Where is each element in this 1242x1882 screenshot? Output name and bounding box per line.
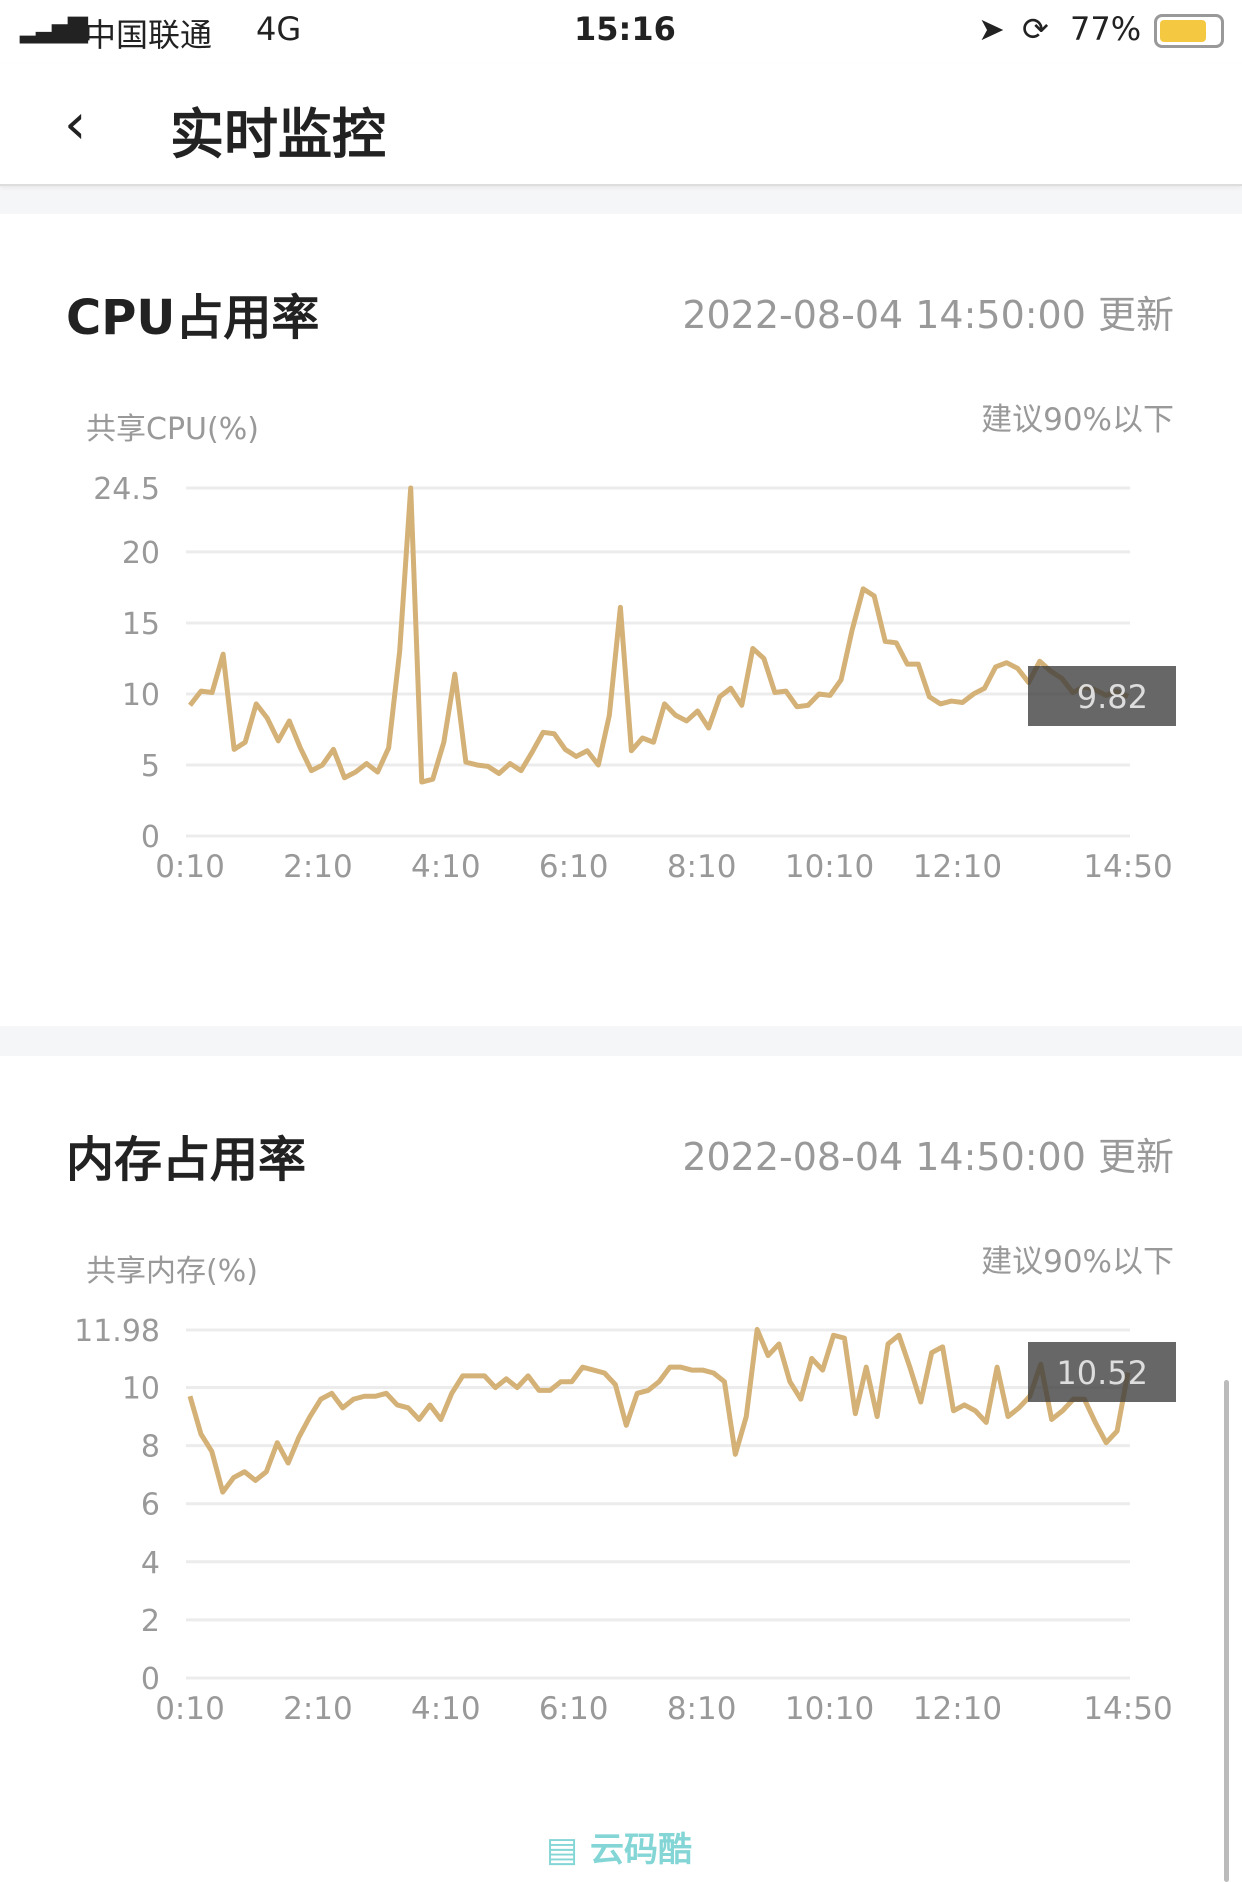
series-line: [187, 1326, 1131, 1495]
tooltip-box: [1028, 1342, 1176, 1402]
x-tick-label: 10:10: [785, 849, 874, 885]
card-title: CPU占用率: [66, 290, 320, 346]
x-tick-label: 12:10: [913, 1691, 1002, 1727]
x-tick-label: 4:10: [411, 849, 481, 885]
x-tick-label: 14:50: [1083, 849, 1172, 885]
scrollbar[interactable]: [1224, 1380, 1229, 1882]
series-line: [188, 485, 1130, 785]
y-tick-label: 15: [122, 607, 160, 642]
x-tick-label: 2:10: [283, 849, 353, 885]
threshold-hint: 建议90%以下: [981, 402, 1174, 438]
status-bar: ▂▃▅▇ 中国联通 4G 15:16 ➤ ⟳ 77%: [0, 0, 1242, 64]
y-tick-label: 8: [141, 1430, 160, 1465]
y-tick-label: 4: [141, 1546, 160, 1581]
y-tick-label: 0: [141, 1662, 160, 1697]
rotation-lock-icon: ⟳: [1022, 10, 1049, 48]
update-time: 2022-08-04 14:50:00 更新: [682, 293, 1174, 337]
page-title: 实时监控: [170, 103, 386, 166]
x-tick-label: 8:10: [667, 1691, 737, 1727]
tooltip-value: 9.82: [1077, 678, 1148, 716]
chevron-left-icon: ‹: [64, 92, 87, 157]
x-tick-label: 0:10: [155, 1691, 225, 1727]
x-tick-label: 6:10: [539, 1691, 609, 1727]
y-axis-label: 共享内存(%): [86, 1254, 258, 1289]
tooltip-box: [1028, 666, 1176, 726]
watermark-text: 云码酷: [589, 1830, 692, 1870]
x-tick-label: 14:50: [1083, 1691, 1172, 1727]
x-tick-label: 8:10: [667, 849, 737, 885]
app-header: ‹ 实时监控: [0, 64, 1242, 186]
location-icon: ➤: [978, 10, 1005, 48]
y-tick-label: 5: [141, 749, 160, 784]
tooltip-value: 10.52: [1056, 1354, 1148, 1392]
battery-percent: 77%: [1070, 10, 1142, 48]
threshold-hint: 建议90%以下: [981, 1244, 1174, 1280]
y-tick-label: 0: [141, 820, 160, 855]
y-tick-label: 20: [122, 536, 160, 571]
y-tick-label: 10: [122, 678, 160, 713]
memory-card: 内存占用率 2022-08-04 14:50:00 更新 共享内存(%) 建议9…: [0, 1056, 1242, 1882]
back-button[interactable]: ‹: [64, 92, 86, 157]
update-time: 2022-08-04 14:50:00 更新: [682, 1135, 1174, 1179]
card-title: 内存占用率: [66, 1132, 307, 1188]
x-tick-label: 10:10: [785, 1691, 874, 1727]
clock: 15:16: [574, 10, 676, 48]
watermark-logo: ▤ 云码酷: [546, 1830, 692, 1870]
carrier: 中国联通: [84, 16, 213, 54]
x-tick-label: 2:10: [283, 1691, 353, 1727]
network: 4G: [256, 10, 302, 48]
signal-icon: ▂▃▅▇: [20, 14, 88, 44]
x-tick-label: 6:10: [539, 849, 609, 885]
y-tick-label: 24.5: [93, 472, 160, 507]
x-tick-label: 12:10: [913, 849, 1002, 885]
y-tick-label: 10: [122, 1372, 160, 1407]
y-tick-label: 6: [141, 1488, 160, 1523]
battery-icon: [1154, 14, 1224, 48]
y-tick-label: 11.98: [74, 1314, 160, 1349]
x-tick-label: 0:10: [155, 849, 225, 885]
x-tick-label: 4:10: [411, 1691, 481, 1727]
y-axis-label: 共享CPU(%): [86, 412, 259, 447]
y-tick-label: 2: [141, 1604, 160, 1639]
